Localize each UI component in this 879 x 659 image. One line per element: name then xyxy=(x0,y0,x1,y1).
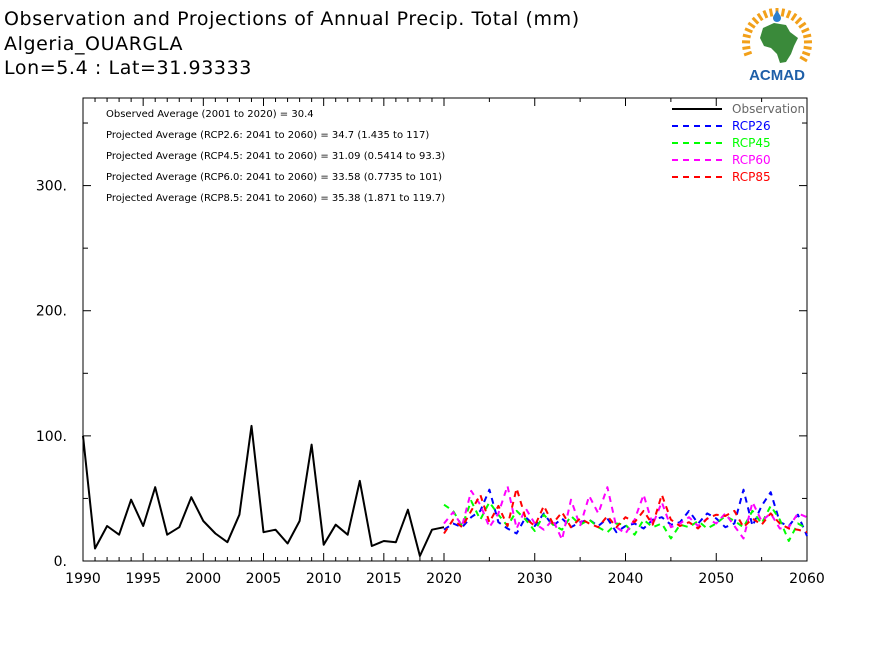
legend: Observation RCP26 RCP45 RCP60 RCP85 xyxy=(672,102,805,184)
x-tick-label: 1995 xyxy=(125,571,161,587)
sun-ray xyxy=(799,55,808,63)
water-drop-icon xyxy=(773,10,781,22)
sun-ray xyxy=(801,50,811,57)
stat-rcp45: Projected Average (RCP4.5: 2041 to 2060)… xyxy=(106,151,445,162)
y-axis-labels: 0. 100. 200. 300. xyxy=(36,179,67,570)
x-tick-label: 2005 xyxy=(246,571,282,587)
station-name: Algeria_OUARGLA xyxy=(4,33,184,55)
legend-label-rcp85: RCP85 xyxy=(732,170,771,184)
sun-ray xyxy=(802,33,812,39)
y-tick-label: 200. xyxy=(36,304,67,320)
series-line-rcp85 xyxy=(443,487,808,535)
y-tick-label: 0. xyxy=(54,554,67,570)
stat-rcp26: Projected Average (RCP2.6: 2041 to 2060)… xyxy=(106,130,429,141)
legend-label-rcp45: RCP45 xyxy=(732,136,771,150)
series-lines xyxy=(82,424,808,557)
acmad-logo: ACMAD xyxy=(741,8,813,84)
x-tick-label: 2060 xyxy=(789,571,825,587)
series-line-rcp45 xyxy=(443,499,808,542)
sun-ray xyxy=(744,27,753,34)
sun-ray xyxy=(803,45,812,50)
chart-title: Observation and Projections of Annual Pr… xyxy=(4,8,580,30)
legend-label-rcp26: RCP26 xyxy=(732,119,771,133)
series-line-rcp60 xyxy=(443,484,808,541)
sun-ray xyxy=(742,45,751,50)
stat-rcp60: Projected Average (RCP6.0: 2041 to 2060)… xyxy=(106,172,442,183)
station-coordinates: Lon=5.4 : Lat=31.93333 xyxy=(4,57,252,79)
x-tick-label: 2010 xyxy=(306,571,342,587)
axis-ticks xyxy=(82,98,808,562)
x-tick-label: 2000 xyxy=(186,571,222,587)
africa-map-icon xyxy=(760,23,798,63)
x-tick-label: 2015 xyxy=(366,571,402,587)
sun-ray xyxy=(801,27,810,34)
sun-ray xyxy=(742,33,752,39)
x-tick-label: 2040 xyxy=(608,571,644,587)
x-tick-label: 2020 xyxy=(426,571,462,587)
x-tick-label: 2030 xyxy=(517,571,553,587)
sun-rays-icon xyxy=(741,8,813,63)
x-tick-label: 2050 xyxy=(698,571,734,587)
logo-text: ACMAD xyxy=(749,67,805,84)
sun-ray xyxy=(790,12,798,22)
y-tick-label: 300. xyxy=(36,179,67,195)
stat-observed: Observed Average (2001 to 2020) = 30.4 xyxy=(106,109,314,120)
sun-ray xyxy=(780,8,786,17)
sun-ray xyxy=(743,50,753,57)
sun-ray xyxy=(747,21,756,29)
sun-ray xyxy=(756,12,764,22)
sun-ray xyxy=(785,9,792,19)
x-axis-labels: 1990 1995 2000 2005 2010 2015 2020 2030 2040 2050… xyxy=(65,571,825,587)
sun-ray xyxy=(794,16,803,25)
stat-rcp85: Projected Average (RCP8.5: 2041 to 2060)… xyxy=(106,193,445,204)
y-tick-label: 100. xyxy=(36,429,67,445)
sun-ray xyxy=(798,21,807,29)
summary-statistics: Observed Average (2001 to 2020) = 30.4 P… xyxy=(106,109,445,204)
sun-ray xyxy=(768,8,774,17)
x-tick-label: 1990 xyxy=(65,571,101,587)
series-line-observation xyxy=(82,424,445,557)
plot-frame xyxy=(82,97,808,562)
legend-label-rcp60: RCP60 xyxy=(732,153,771,167)
sun-ray xyxy=(762,9,769,19)
legend-label-observation: Observation xyxy=(732,102,805,116)
sun-ray xyxy=(751,16,760,25)
